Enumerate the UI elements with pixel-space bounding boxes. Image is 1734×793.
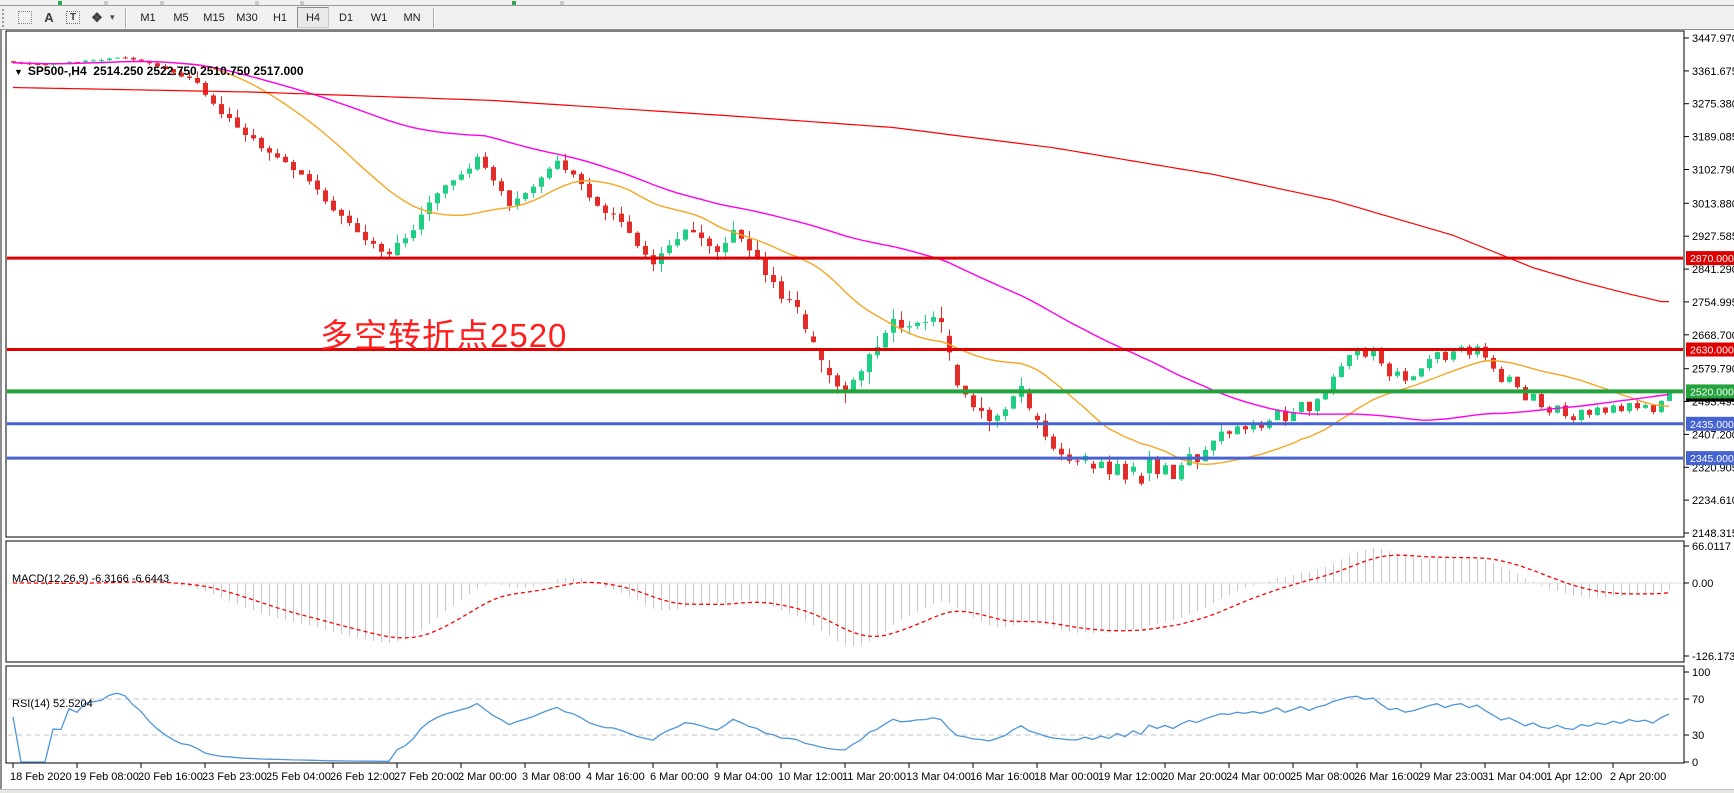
svg-text:20 Feb 16:00: 20 Feb 16:00 — [138, 771, 203, 783]
timeframe-button-M1[interactable]: M1 — [140, 11, 156, 24]
timeframe-button-W1[interactable]: W1 — [370, 11, 388, 24]
svg-text:3 Mar 08:00: 3 Mar 08:00 — [522, 771, 581, 783]
ohlc-values: 2514.250 2522.750 2510.750 2517.000 — [93, 64, 304, 78]
chart-area[interactable]: 3447.970 3361.675 3275.380 3189.085 3102.790… — [0, 30, 1734, 793]
svg-text:25 Feb 04:00: 25 Feb 04:00 — [266, 771, 331, 783]
svg-text:2 Apr 20:00: 2 Apr 20:00 — [1610, 771, 1666, 783]
svg-text:19 Mar 12:00: 19 Mar 12:00 — [1098, 771, 1163, 783]
svg-text:2148.315: 2148.315 — [1692, 528, 1734, 540]
timeframe-button-D1[interactable]: D1 — [338, 11, 354, 24]
svg-text:20 Mar 20:00: 20 Mar 20:00 — [1162, 771, 1227, 783]
timeframe-button-M15[interactable]: M15 — [203, 11, 225, 24]
svg-text:2754.995: 2754.995 — [1692, 297, 1734, 309]
svg-text:9 Mar 04:00: 9 Mar 04:00 — [714, 771, 773, 783]
svg-text:18 Feb 2020: 18 Feb 2020 — [10, 771, 72, 783]
svg-text:2668.700: 2668.700 — [1692, 330, 1734, 342]
svg-text:31 Mar 04:00: 31 Mar 04:00 — [1482, 771, 1547, 783]
svg-text:2841.290: 2841.290 — [1692, 264, 1734, 276]
svg-text:2345.000: 2345.000 — [1690, 453, 1734, 465]
timeframe-button-M5[interactable]: M5 — [173, 11, 189, 24]
svg-text:19 Feb 08:00: 19 Feb 08:00 — [74, 771, 139, 783]
chart-title: ▼ SP500-,H4 2514.250 2522.750 2510.750 25… — [14, 64, 304, 78]
svg-text:2407.200: 2407.200 — [1692, 429, 1734, 441]
macd-signal-line — [13, 554, 1670, 639]
chart-toolbar: F A T ❖ ▾ M1 M5 M15 M30 H1 H4 D1 W1 MN — [0, 6, 1734, 30]
svg-text:2579.790: 2579.790 — [1692, 364, 1734, 376]
rsi-axis: 100 70 30 0 — [1684, 667, 1710, 769]
svg-text:66.0117: 66.0117 — [1692, 541, 1731, 553]
svg-text:4 Mar 16:00: 4 Mar 16:00 — [586, 771, 645, 783]
svg-text:-126.173: -126.173 — [1692, 651, 1734, 663]
svg-text:2927.585: 2927.585 — [1692, 231, 1734, 243]
svg-text:3102.790: 3102.790 — [1692, 165, 1734, 177]
timeframe-button-H1[interactable]: H1 — [272, 11, 288, 24]
svg-text:3013.880: 3013.880 — [1692, 198, 1734, 210]
svg-text:11 Mar 20:00: 11 Mar 20:00 — [842, 771, 906, 783]
svg-text:2870.000: 2870.000 — [1690, 253, 1734, 265]
svg-text:2520.000: 2520.000 — [1690, 386, 1734, 398]
macd-indicator-label: MACD(12,26,9) -6.3166 -6.6443 — [12, 573, 170, 585]
svg-text:3447.970: 3447.970 — [1692, 33, 1734, 45]
toolbar-separator-2 — [433, 7, 435, 28]
shapes-icon[interactable]: ❖ — [91, 9, 103, 25]
svg-text:13 Mar 04:00: 13 Mar 04:00 — [906, 771, 971, 783]
toolbar-separator — [125, 7, 127, 28]
window-bottom-strip — [0, 789, 1734, 793]
shapes-dropdown-icon[interactable]: ▾ — [110, 12, 115, 22]
chart-annotation-text: 多空转折点2520 — [320, 317, 568, 354]
macd-axis: 66.0117 0.00 -126.173 — [1684, 541, 1734, 663]
svg-text:100: 100 — [1692, 667, 1710, 679]
timeframe-button-M30[interactable]: M30 — [236, 11, 258, 24]
timeframe-button-MN[interactable]: MN — [403, 11, 421, 24]
svg-text:27 Feb 20:00: 27 Feb 20:00 — [394, 771, 459, 783]
rsi-indicator-label: RSI(14) 52.5204 — [12, 698, 93, 710]
svg-text:16 Mar 16:00: 16 Mar 16:00 — [970, 771, 1035, 783]
svg-text:18 Mar 00:00: 18 Mar 00:00 — [1034, 771, 1099, 783]
svg-text:2435.000: 2435.000 — [1690, 419, 1734, 431]
svg-text:6 Mar 00:00: 6 Mar 00:00 — [650, 771, 709, 783]
timeframe-button-H4[interactable]: H4 — [297, 7, 329, 28]
svg-text:24 Mar 00:00: 24 Mar 00:00 — [1226, 771, 1291, 783]
svg-text:3361.675: 3361.675 — [1692, 66, 1734, 78]
svg-text:0.00: 0.00 — [1692, 578, 1713, 590]
svg-text:2630.000: 2630.000 — [1690, 345, 1734, 357]
svg-text:0: 0 — [1692, 757, 1698, 769]
svg-text:26 Feb 12:00: 26 Feb 12:00 — [330, 771, 395, 783]
svg-text:26 Mar 16:00: 26 Mar 16:00 — [1354, 771, 1419, 783]
text-label-icon[interactable]: A — [44, 10, 54, 25]
toolbar-grip[interactable] — [2, 8, 10, 27]
candles-layer — [11, 56, 1672, 486]
rsi-line — [12, 692, 1670, 763]
symbol-period: SP500-,H4 — [27, 64, 87, 78]
macd-histogram — [21, 548, 1670, 646]
svg-text:3275.380: 3275.380 — [1692, 99, 1734, 111]
svg-text:2 Mar 00:00: 2 Mar 00:00 — [458, 771, 517, 783]
text-box-icon[interactable]: T — [62, 8, 84, 28]
date-axis: 18 Feb 2020 19 Feb 08:00 20 Feb 16:00 23 Fe… — [10, 763, 1666, 783]
svg-text:2320.905: 2320.905 — [1692, 462, 1734, 474]
svg-text:25 Mar 08:00: 25 Mar 08:00 — [1290, 771, 1355, 783]
candlestick-chart-canvas: 3447.970 3361.675 3275.380 3189.085 3102.790… — [5, 30, 1734, 783]
svg-text:70: 70 — [1692, 694, 1704, 706]
clipped-upper-toolbar — [0, 0, 1734, 6]
chart-title-arrow-icon[interactable]: ▼ — [14, 67, 23, 77]
svg-text:30: 30 — [1692, 730, 1704, 742]
svg-text:3189.085: 3189.085 — [1692, 132, 1734, 144]
svg-text:2234.610: 2234.610 — [1692, 495, 1734, 507]
timeframe-button-group: M1 M5 M15 M30 H1 H4 D1 W1 MN — [132, 7, 428, 28]
svg-text:10 Mar 12:00: 10 Mar 12:00 — [778, 771, 843, 783]
svg-text:1 Apr 12:00: 1 Apr 12:00 — [1546, 771, 1602, 783]
svg-text:23 Feb 23:00: 23 Feb 23:00 — [202, 771, 267, 783]
svg-text:29 Mar 23:00: 29 Mar 23:00 — [1418, 771, 1483, 783]
indicator-window-icon[interactable]: F — [14, 8, 36, 28]
